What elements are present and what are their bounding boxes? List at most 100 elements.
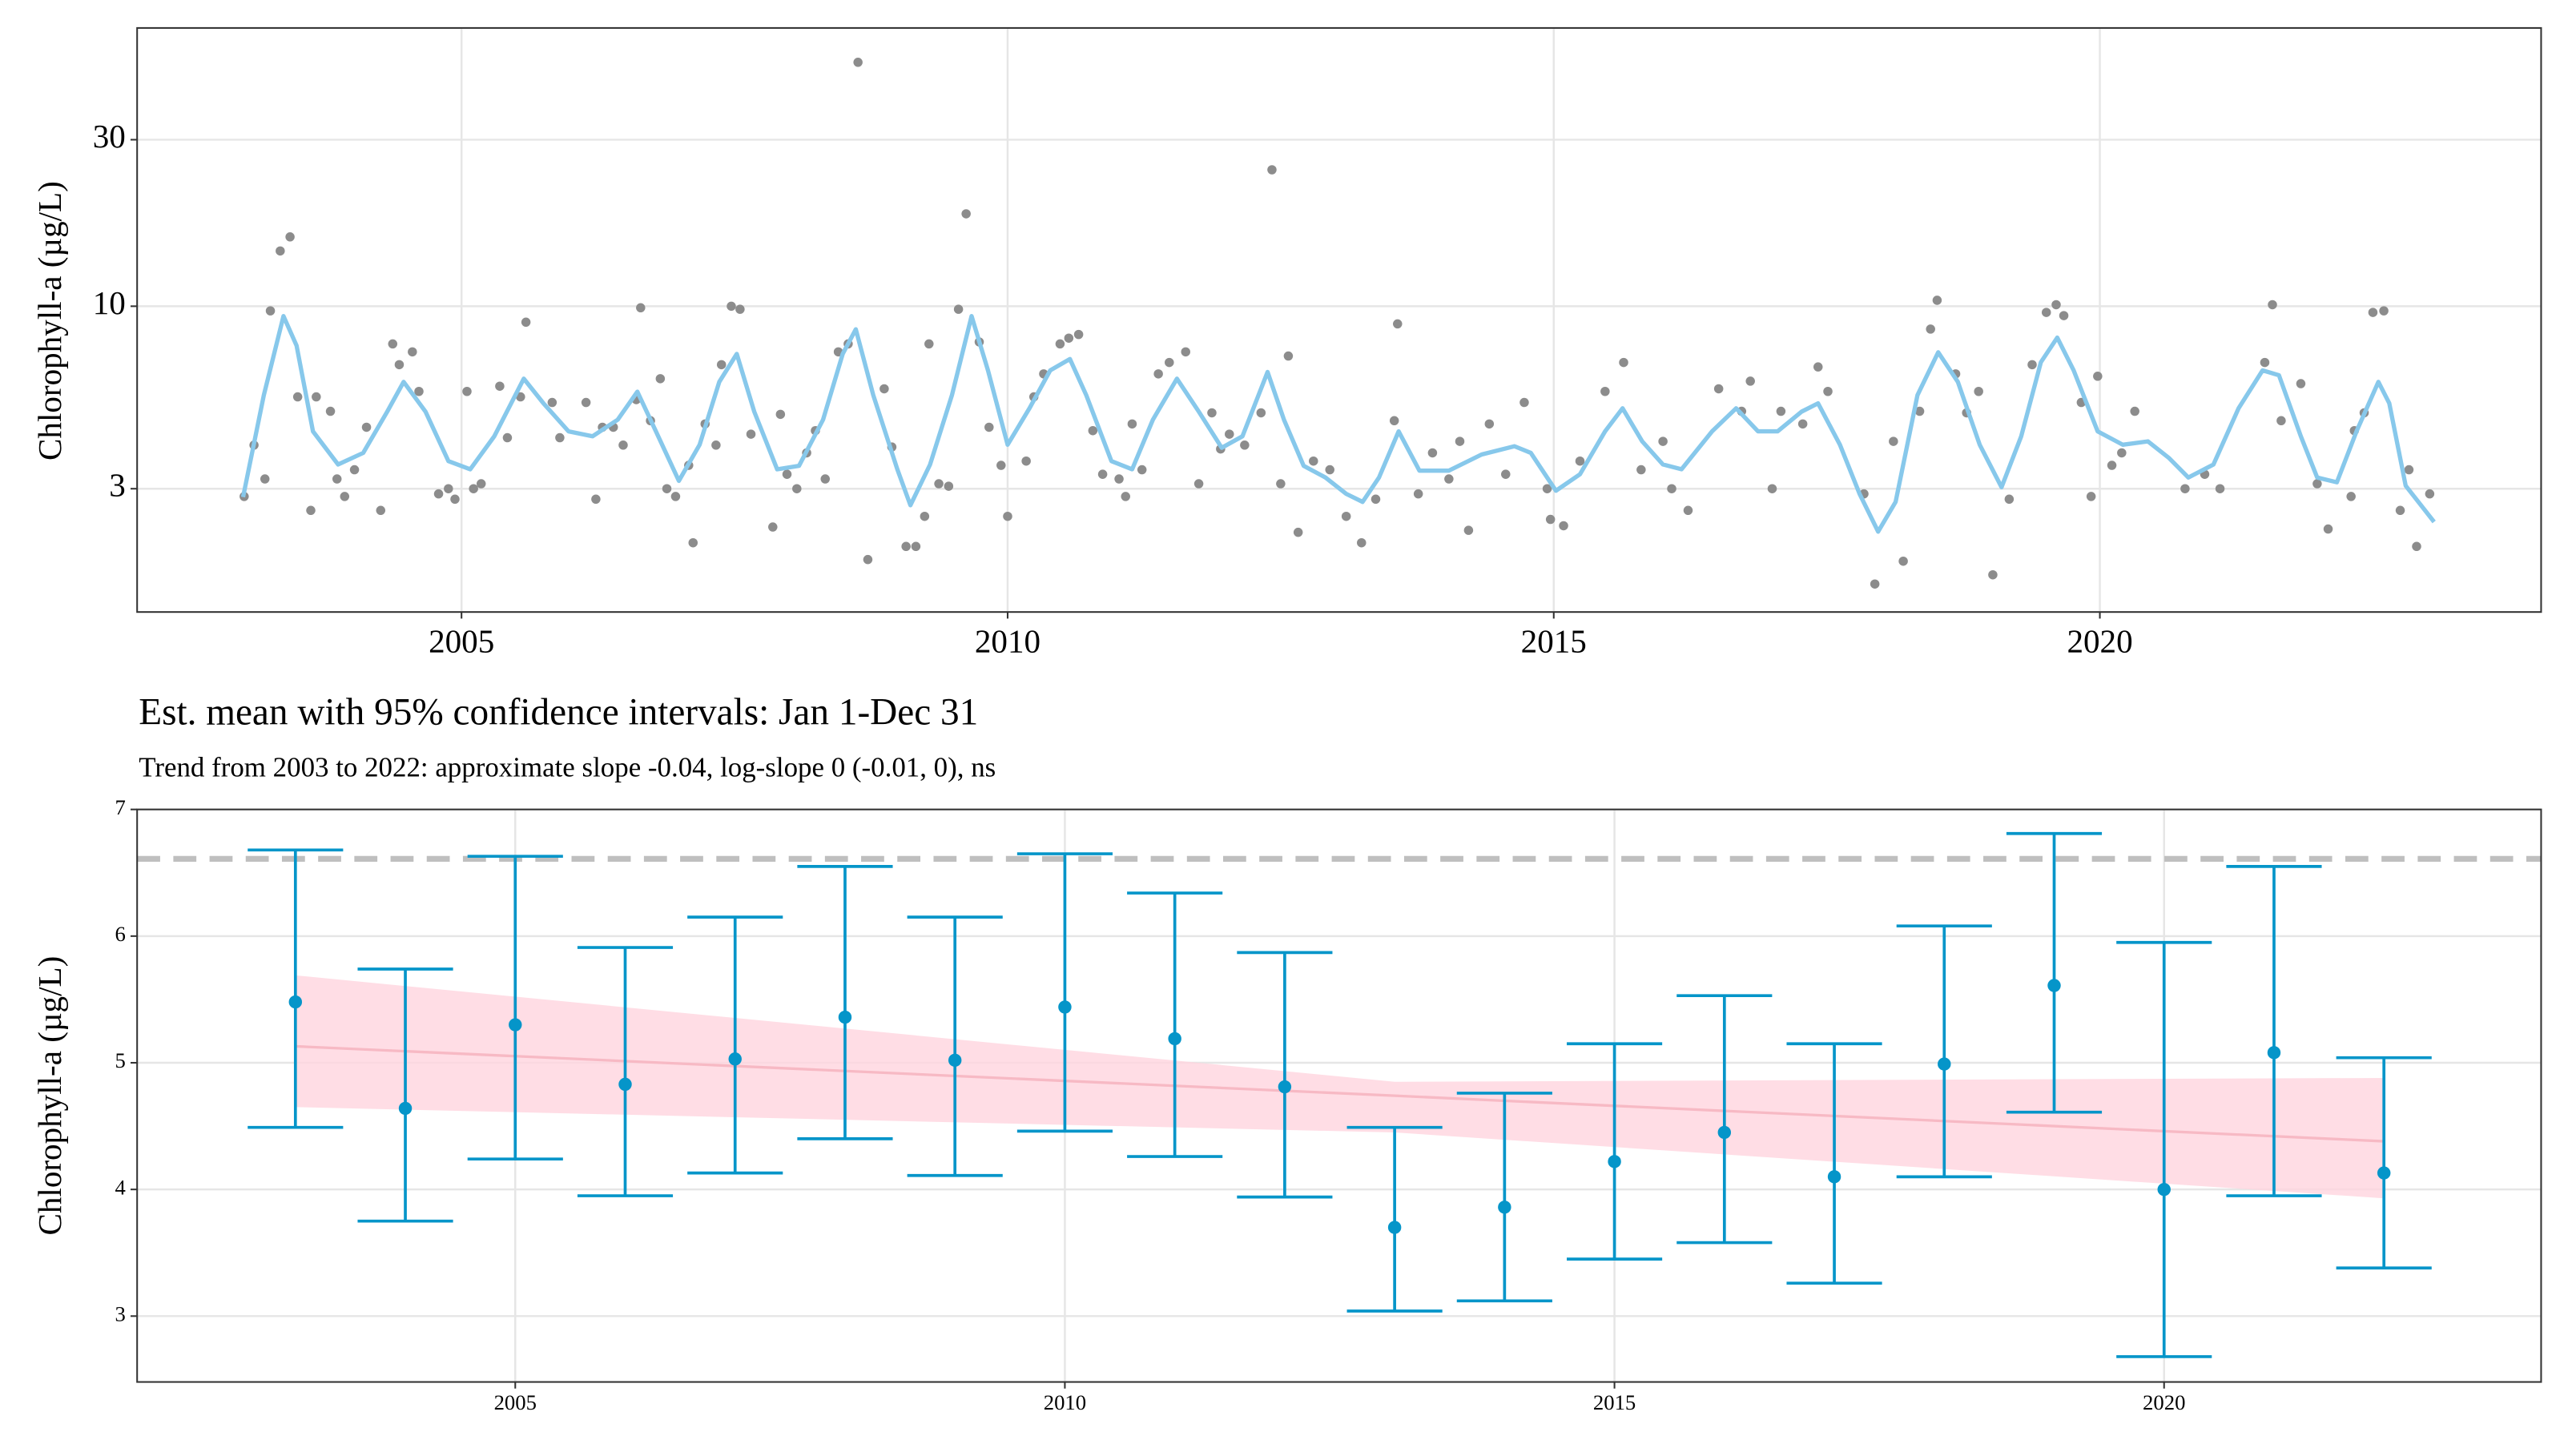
- data-point: [306, 505, 316, 516]
- x-tick-label: 2020: [2067, 623, 2132, 660]
- data-point: [388, 339, 398, 349]
- data-point: [2107, 461, 2117, 470]
- data-point: [516, 392, 525, 402]
- data-point: [879, 384, 889, 394]
- x-tick-label: 2005: [494, 1390, 537, 1414]
- mean-point: [509, 1018, 522, 1032]
- data-point: [1393, 319, 1403, 329]
- x-tick-label: 2015: [1593, 1390, 1636, 1414]
- smooth-line: [240, 314, 2436, 534]
- data-point: [1073, 329, 1084, 340]
- data-point: [1823, 386, 1833, 396]
- panel: 3 10 30 2005 2010 2015 2020: [93, 26, 2542, 660]
- data-point: [2323, 524, 2333, 534]
- data-point: [1658, 436, 1668, 446]
- data-point: [349, 465, 360, 475]
- data-point: [670, 492, 681, 501]
- data-point: [476, 479, 486, 489]
- data-point: [2027, 360, 2037, 370]
- y-tick-label: 3: [109, 467, 126, 504]
- data-point: [711, 440, 721, 450]
- data-point: [1813, 362, 1823, 372]
- data-point: [433, 489, 444, 499]
- data-point: [1357, 537, 1367, 548]
- data-point: [1389, 416, 1399, 426]
- data-point: [716, 360, 727, 370]
- data-point: [591, 494, 601, 505]
- data-point: [1619, 357, 1628, 368]
- data-point: [292, 392, 303, 402]
- data-point: [1519, 397, 1529, 408]
- data-point: [1413, 489, 1423, 499]
- data-point: [260, 474, 270, 484]
- mean-point: [398, 1101, 413, 1116]
- data-point: [1256, 408, 1266, 418]
- data-point: [2268, 300, 2277, 310]
- y-axis-label: Chlorophyll-a (µg/L): [31, 181, 68, 461]
- data-point: [2004, 494, 2015, 505]
- data-point: [444, 484, 453, 493]
- chart-subtitle: Trend from 2003 to 2022: approximate slo…: [139, 751, 996, 782]
- mean-point: [1387, 1221, 1402, 1234]
- y-tick-label: 5: [115, 1048, 125, 1072]
- data-point: [1309, 456, 1318, 466]
- data-point: [1767, 484, 1777, 493]
- data-point: [312, 392, 321, 402]
- data-point: [2117, 448, 2127, 458]
- data-point: [502, 432, 513, 443]
- data-point: [2425, 489, 2435, 499]
- data-point: [450, 494, 460, 505]
- y-tick-label: 4: [115, 1175, 125, 1199]
- data-point: [1713, 384, 1724, 394]
- data-point: [1225, 429, 1234, 439]
- data-point: [911, 541, 921, 552]
- mean-point: [948, 1053, 962, 1068]
- data-point: [1898, 556, 1908, 566]
- data-point: [820, 474, 831, 484]
- x-tick-label: 2010: [1044, 1390, 1086, 1414]
- data-point: [1463, 525, 1474, 535]
- data-point: [325, 406, 336, 416]
- data-point: [1207, 408, 1217, 418]
- data-point: [1153, 369, 1163, 379]
- data-point: [636, 303, 646, 313]
- data-point: [1797, 419, 1808, 429]
- data-point: [462, 386, 472, 396]
- data-point: [655, 374, 666, 384]
- data-point: [1114, 474, 1124, 484]
- plot-frame: [136, 808, 2542, 1383]
- data-point: [2130, 406, 2139, 416]
- data-point: [2260, 357, 2270, 368]
- data-point: [469, 484, 478, 493]
- mean-point: [1717, 1125, 1732, 1140]
- trend-line: [295, 1044, 2385, 1143]
- data-point: [792, 484, 802, 493]
- data-point: [332, 474, 342, 484]
- data-point: [2093, 372, 2103, 381]
- mean-point: [2267, 1046, 2281, 1060]
- data-point: [1745, 376, 1755, 386]
- data-point: [1371, 494, 1381, 505]
- mean-point: [838, 1010, 852, 1024]
- mean-point: [288, 995, 303, 1009]
- data-point: [1501, 469, 1511, 479]
- data-point: [1542, 484, 1552, 493]
- data-point: [662, 484, 672, 493]
- data-point: [285, 232, 295, 242]
- x-tick-label: 2010: [975, 623, 1040, 660]
- mean-point: [2047, 979, 2061, 992]
- data-point: [1325, 465, 1334, 475]
- data-point: [920, 511, 930, 521]
- data-point: [1988, 569, 1998, 580]
- data-point: [1427, 448, 1438, 458]
- mean-point: [1168, 1032, 1181, 1046]
- data-point: [408, 347, 417, 357]
- data-point: [1484, 419, 1495, 429]
- data-point: [1870, 579, 1880, 589]
- data-point: [1055, 339, 1065, 349]
- data-point: [1545, 514, 1556, 525]
- data-point: [495, 381, 505, 391]
- x-tick-label: 2015: [1521, 623, 1587, 660]
- data-point: [1240, 440, 1250, 450]
